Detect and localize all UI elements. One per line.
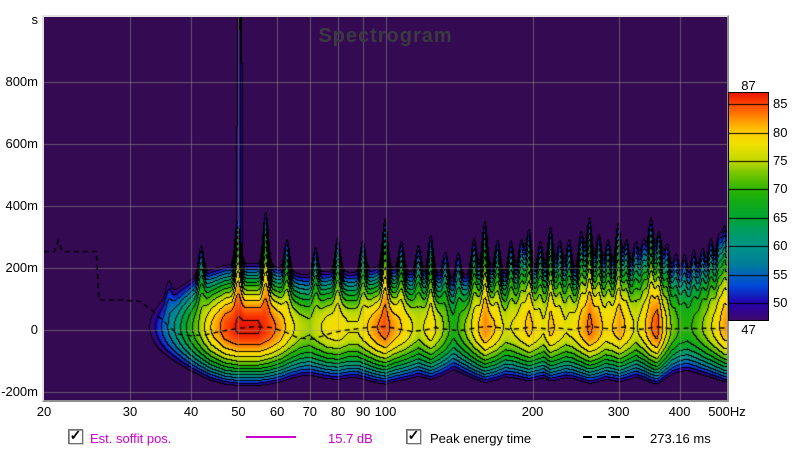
colorbar bbox=[728, 92, 769, 321]
y-tick-label: 600m bbox=[5, 135, 38, 151]
peak-energy-line-sample bbox=[583, 436, 635, 438]
y-tick-label: s bbox=[31, 11, 39, 27]
check-icon: ✓ bbox=[69, 427, 82, 443]
est-soffit-value: 15.7 dB bbox=[328, 431, 373, 446]
est-soffit-line-sample bbox=[246, 436, 296, 438]
x-tick-label: 40 bbox=[183, 404, 199, 419]
colorbar-tick-label: 75 bbox=[773, 153, 788, 168]
x-tick-label: 80 bbox=[330, 404, 346, 419]
y-tick-label: -200m bbox=[1, 384, 38, 400]
x-tick-label: 100 bbox=[374, 404, 397, 419]
colorbar-tick-label: 60 bbox=[773, 238, 788, 253]
x-tick-label: 90 bbox=[355, 404, 371, 419]
est-soffit-checkbox[interactable]: ✓ bbox=[68, 427, 83, 444]
peak-energy-value: 273.16 ms bbox=[650, 431, 711, 446]
x-tick-label: 60 bbox=[269, 404, 285, 419]
colorbar-tick-label: 55 bbox=[773, 267, 788, 282]
plot-area: Spectrogram bbox=[42, 15, 729, 402]
y-tick-label: 200m bbox=[5, 260, 38, 276]
colorbar-max-label: 87 bbox=[741, 78, 756, 93]
est-soffit-label: Est. soffit pos. bbox=[90, 431, 172, 446]
y-tick-label: 400m bbox=[5, 198, 38, 214]
peak-energy-checkbox[interactable]: ✓ bbox=[406, 427, 421, 444]
x-tick-label: 300 bbox=[607, 404, 630, 419]
y-tick-label: 0 bbox=[30, 322, 38, 338]
x-tick-label: 20 bbox=[36, 404, 52, 419]
x-tick-label: 200 bbox=[521, 404, 544, 419]
colorbar-min-label: 47 bbox=[741, 322, 756, 337]
peak-energy-label: Peak energy time bbox=[430, 431, 532, 446]
x-tick-label: 50 bbox=[231, 404, 246, 419]
x-tick-label: 70 bbox=[302, 404, 318, 419]
x-tick-label: 30 bbox=[122, 404, 138, 419]
x-tick-label: 400 bbox=[668, 404, 691, 419]
colorbar-tick-label: 80 bbox=[773, 125, 788, 140]
x-tick-label: 500Hz bbox=[708, 404, 746, 419]
check-icon: ✓ bbox=[407, 427, 420, 443]
colorbar-tick-label: 65 bbox=[773, 210, 788, 225]
spectrogram-canvas[interactable] bbox=[44, 17, 727, 400]
colorbar-tick-label: 50 bbox=[773, 295, 788, 310]
colorbar-tick-label: 70 bbox=[773, 181, 788, 196]
y-tick-label: 800m bbox=[5, 73, 38, 89]
colorbar-tick-label: 85 bbox=[773, 96, 788, 111]
colorbar-canvas bbox=[729, 93, 768, 320]
plot-title: Spectrogram bbox=[318, 25, 453, 47]
